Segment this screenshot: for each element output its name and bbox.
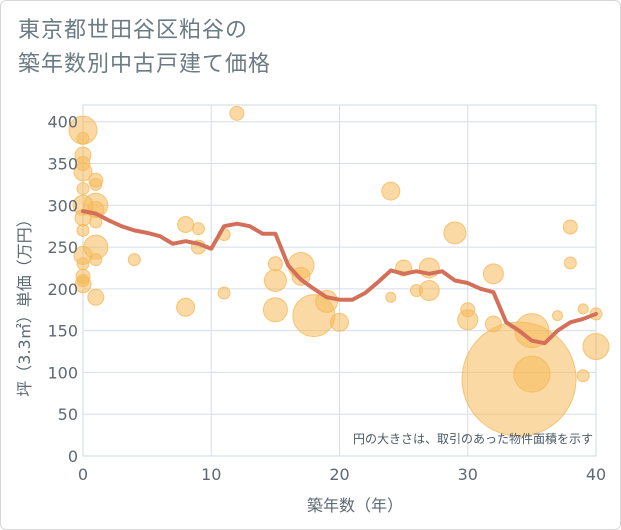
data-bubble [562,219,578,235]
trend-line [81,209,598,346]
data-bubble [582,333,610,361]
y-tick-label: 250 [47,238,78,257]
data-bubble [514,313,550,349]
data-bubble [76,131,90,145]
data-bubble [89,177,103,191]
x-axis-label: 築年数（年） [307,496,403,515]
y-tick-label: 400 [47,113,78,132]
data-bubble [267,256,283,272]
x-tick-label: 30 [458,465,478,484]
y-axis-label: 坪（3.3㎡）単価（万円） [15,211,34,396]
data-bubble [176,297,196,317]
data-bubble [191,222,205,236]
data-bubble [262,297,288,323]
trend-line-group [81,209,598,346]
data-bubble [563,256,577,270]
data-bubble [552,310,564,322]
chart-title: 東京都世田谷区粕谷の 築年数別中古戸建て価格 [18,14,271,82]
data-bubble [484,315,502,333]
x-tick-label: 0 [78,465,88,484]
y-ticks: 0 50 100 150 200 250 300 350 400 [47,113,78,466]
y-tick-label: 200 [47,280,78,299]
y-tick-label: 100 [47,363,78,382]
y-tick-label: 0 [68,447,78,466]
x-tick-label: 10 [201,465,221,484]
x-tick-label: 40 [586,465,606,484]
data-bubble [76,223,90,237]
data-bubble [409,284,423,298]
data-bubble [443,221,467,245]
y-tick-label: 50 [58,405,78,424]
data-bubble [76,182,90,196]
data-bubble [75,156,91,171]
data-bubble [89,253,103,267]
data-bubble [513,355,551,393]
data-bubble [87,288,105,306]
data-bubble [217,286,231,300]
title-line-1: 東京都世田谷区粕谷の [18,18,249,43]
data-bubble [482,263,504,285]
y-tick-label: 350 [47,155,78,174]
x-tick-label: 20 [329,465,349,484]
data-bubble [229,105,245,121]
data-bubble [263,269,287,292]
data-bubble [576,369,590,383]
title-line-2: 築年数別中古戸建て価格 [18,52,272,77]
y-tick-label: 150 [47,322,78,341]
data-bubble [577,303,589,315]
data-bubble [460,302,476,318]
data-bubble [76,257,90,271]
bubbles [68,105,610,437]
data-bubble [381,181,401,201]
data-bubble [385,291,397,303]
data-bubble [127,253,141,267]
data-bubble [330,312,349,332]
x-ticks: 0 10 20 30 40 [78,465,606,484]
data-bubble [89,215,103,229]
size-annotation: 円の大きさは、取引のあった物件面積を示す [353,431,593,446]
data-bubble [76,274,90,287]
y-tick-label: 300 [47,196,78,215]
data-bubble [177,216,195,234]
